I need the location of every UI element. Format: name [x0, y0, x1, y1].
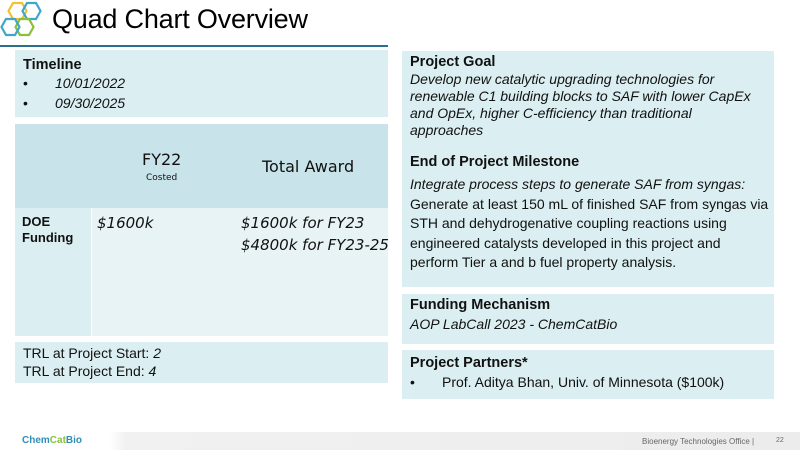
funding-table-row-label-cell: [15, 208, 91, 336]
page-title: Quad Chart Overview: [52, 4, 308, 34]
timeline-panel: Timeline • 10/01/2022 • 09/30/2025: [15, 50, 388, 117]
fy22-column-title: FY22: [142, 150, 182, 169]
project-goal-text: Develop new catalytic upgrading technolo…: [410, 71, 751, 138]
project-partners-heading: Project Partners*: [410, 355, 528, 371]
milestone-text: Integrate process steps to generate SAF …: [410, 175, 770, 273]
milestone-heading: End of Project Milestone: [410, 154, 580, 170]
timeline-start-date: 10/01/2022: [55, 75, 126, 91]
timeline-start: • 10/01/2022: [23, 75, 126, 91]
footer-office-name: Bioenergy Technologies Office |: [642, 437, 755, 446]
timeline-end: • 09/30/2025: [23, 95, 126, 111]
trl-end-value: 4: [148, 363, 157, 379]
fy22-column-subtitle: Costed: [146, 173, 178, 183]
doe-funding-label: DOE Funding: [22, 214, 74, 245]
fy22-amount: $1600k: [97, 214, 154, 232]
footer-logo-part-1: Chem: [22, 435, 50, 446]
footer-logo-part-2: Cat: [49, 435, 66, 446]
trl-end: TRL at Project End: 4: [23, 363, 156, 379]
project-partners-panel: Project Partners* • Prof. Aditya Bhan, Un…: [402, 350, 774, 399]
partner-item-text: Prof. Aditya Bhan, Univ. of Minnesota ($…: [442, 374, 725, 390]
milestone-body: Generate at least 150 mL of finished SAF…: [410, 195, 769, 271]
funding-table-fy22-cell: [92, 208, 232, 336]
trl-panel: TRL at Project Start: 2 TRL at Project E…: [15, 342, 388, 383]
project-goal-heading: Project Goal: [410, 54, 496, 70]
total-award-line-2: $4800k for FY23-25: [241, 236, 389, 254]
funding-mechanism-value: AOP LabCall 2023 - ChemCatBio: [410, 316, 618, 332]
timeline-end-date: 09/30/2025: [55, 95, 126, 111]
total-award-column-title: Total Award: [262, 157, 355, 176]
funding-mechanism-heading: Funding Mechanism: [410, 297, 551, 313]
project-goal-panel: Project Goal Develop new catalytic upgra…: [402, 51, 774, 287]
trl-start-label: TRL at Project Start:: [23, 345, 154, 361]
timeline-heading: Timeline: [23, 57, 82, 73]
funding-table-header: [15, 124, 388, 208]
trl-start: TRL at Project Start: 2: [23, 345, 161, 361]
title-divider: [0, 45, 388, 47]
funding-mechanism-panel: Funding Mechanism AOP LabCall 2023 - Che…: [402, 294, 774, 344]
footer-logo: ChemCatBio: [22, 435, 82, 446]
footer-logo-part-3: Bio: [65, 435, 83, 446]
footer-bar: [0, 432, 800, 450]
trl-start-value: 2: [153, 345, 161, 361]
milestone-lead: Integrate process steps to generate SAF …: [410, 176, 746, 192]
partner-item: • Prof. Aditya Bhan, Univ. of Minnesota (…: [410, 374, 725, 390]
footer-page-number: 22: [776, 437, 784, 444]
funding-table-total-cell: [232, 208, 388, 336]
trl-end-label: TRL at Project End:: [23, 363, 149, 379]
total-award-line-1: $1600k for FY23: [241, 214, 365, 232]
chemcatbio-hex-logo-icon: [0, 1, 42, 37]
